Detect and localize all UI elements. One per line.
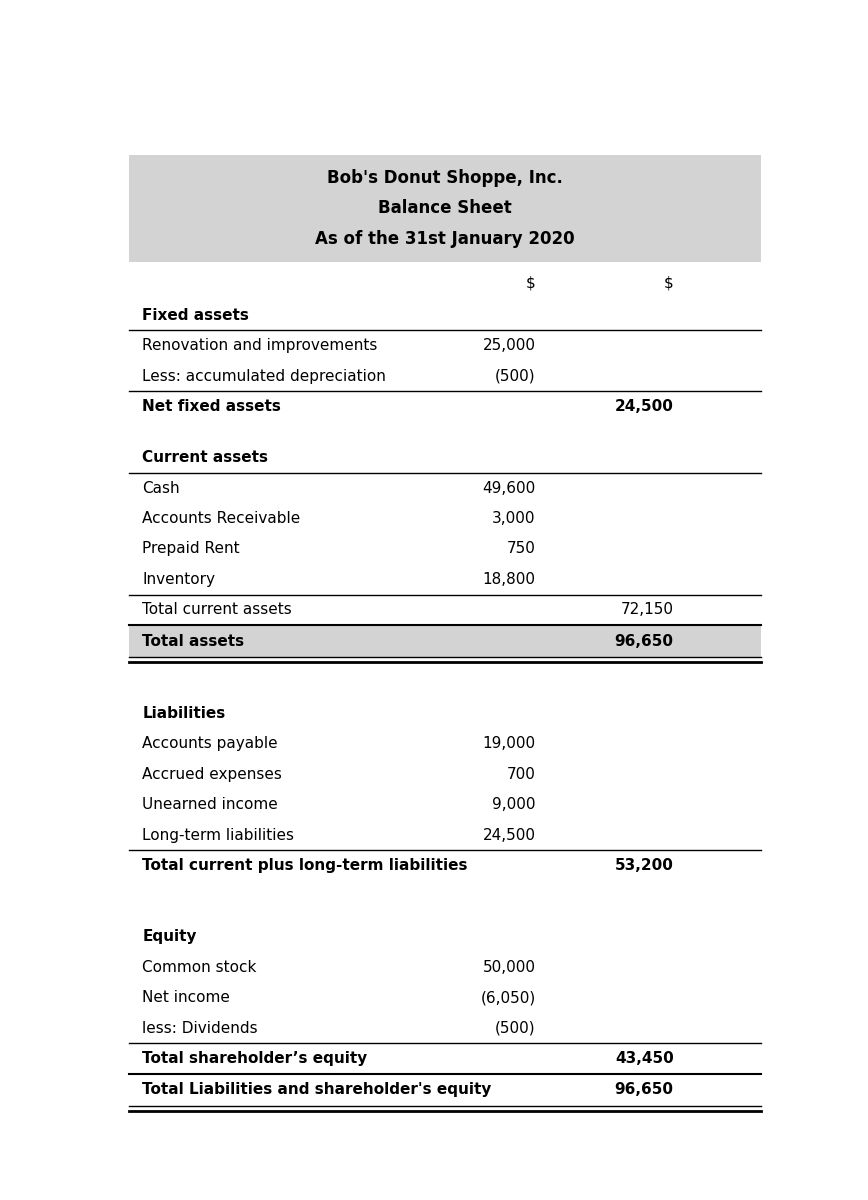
Text: As of the 31st January 2020: As of the 31st January 2020 (315, 230, 575, 248)
Text: Equity: Equity (142, 929, 197, 944)
Text: (500): (500) (495, 368, 536, 384)
Text: (6,050): (6,050) (480, 990, 536, 1006)
Text: Accounts Receivable: Accounts Receivable (142, 511, 300, 526)
Text: Total assets: Total assets (142, 634, 244, 649)
Text: $: $ (526, 276, 536, 290)
Text: 18,800: 18,800 (483, 572, 536, 587)
Text: Net fixed assets: Net fixed assets (142, 400, 281, 414)
Text: $: $ (664, 276, 674, 290)
Text: Renovation and improvements: Renovation and improvements (142, 338, 378, 353)
Text: Cash: Cash (142, 480, 180, 496)
Text: Balance Sheet: Balance Sheet (378, 199, 512, 217)
Text: Common stock: Common stock (142, 960, 257, 974)
Text: Bob's Donut Shoppe, Inc.: Bob's Donut Shoppe, Inc. (327, 169, 562, 187)
Text: 43,450: 43,450 (615, 1051, 674, 1067)
Text: 3,000: 3,000 (492, 511, 536, 526)
Text: Unearned income: Unearned income (142, 797, 278, 812)
Text: 96,650: 96,650 (615, 1082, 674, 1098)
Text: 96,650: 96,650 (615, 634, 674, 649)
Text: Total shareholder’s equity: Total shareholder’s equity (142, 1051, 367, 1067)
Text: 24,500: 24,500 (615, 400, 674, 414)
Text: Accrued expenses: Accrued expenses (142, 767, 282, 781)
Text: 700: 700 (507, 767, 536, 781)
Text: 25,000: 25,000 (483, 338, 536, 353)
Text: 50,000: 50,000 (483, 960, 536, 974)
Text: Liabilities: Liabilities (142, 706, 226, 721)
Text: Total current assets: Total current assets (142, 602, 292, 618)
Text: (500): (500) (495, 1021, 536, 1036)
Text: Inventory: Inventory (142, 572, 215, 587)
Text: 72,150: 72,150 (621, 602, 674, 618)
Text: 24,500: 24,500 (483, 828, 536, 842)
Text: Total Liabilities and shareholder's equity: Total Liabilities and shareholder's equi… (142, 1082, 491, 1098)
Text: less: Dividends: less: Dividends (142, 1021, 258, 1036)
Text: Fixed assets: Fixed assets (142, 307, 249, 323)
Text: 53,200: 53,200 (615, 858, 674, 874)
Text: Net income: Net income (142, 990, 230, 1006)
Bar (128, 1074, 761, 1106)
Text: Total current plus long-term liabilities: Total current plus long-term liabilities (142, 858, 468, 874)
Text: 19,000: 19,000 (483, 736, 536, 751)
Text: Current assets: Current assets (142, 450, 268, 466)
Text: Prepaid Rent: Prepaid Rent (142, 541, 240, 557)
Text: Accounts payable: Accounts payable (142, 736, 278, 751)
Bar (128, 155, 761, 262)
Text: 750: 750 (507, 541, 536, 557)
Text: Less: accumulated depreciation: Less: accumulated depreciation (142, 368, 386, 384)
Text: 49,600: 49,600 (483, 480, 536, 496)
Bar (128, 625, 761, 658)
Text: 9,000: 9,000 (492, 797, 536, 812)
Text: Long-term liabilities: Long-term liabilities (142, 828, 294, 842)
